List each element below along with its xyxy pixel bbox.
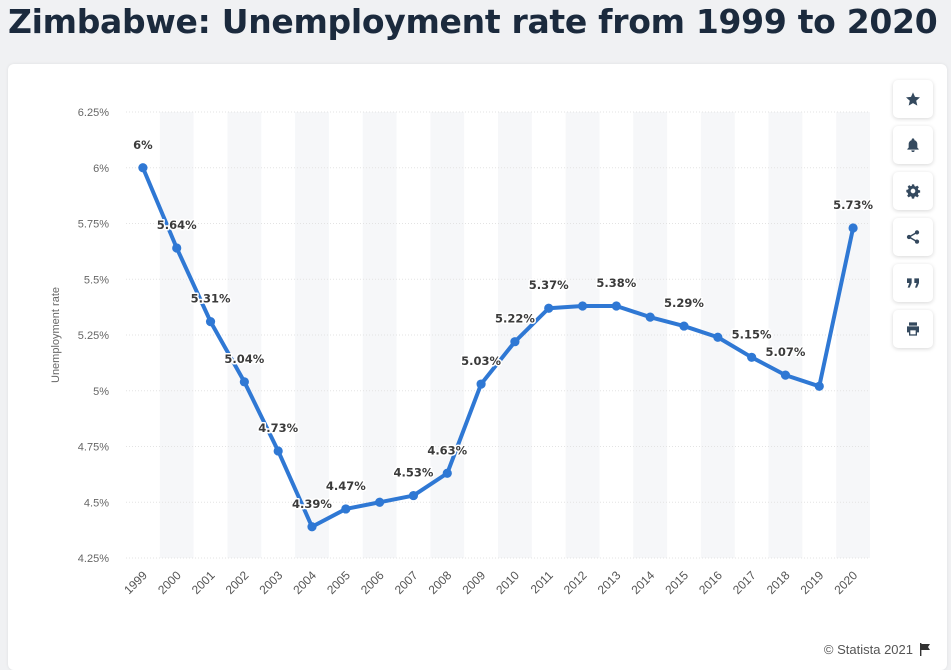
column-band — [159, 112, 194, 558]
data-label: 5.22% — [495, 312, 535, 326]
data-point — [780, 370, 791, 380]
x-tick-label: 2011 — [528, 568, 556, 596]
x-tick-label: 2003 — [257, 568, 286, 597]
x-tick-label: 2018 — [764, 568, 793, 597]
data-label: 4.39% — [292, 497, 332, 511]
data-point — [510, 337, 520, 347]
x-tick-label: 2009 — [459, 568, 488, 597]
data-point — [814, 381, 824, 391]
x-tick-label: 2014 — [629, 568, 658, 597]
x-tick-label: 2001 — [189, 568, 218, 597]
y-tick-label: 4.5% — [84, 497, 109, 509]
data-point — [307, 522, 317, 532]
data-point — [645, 312, 655, 322]
y-tick-label: 4.25% — [78, 553, 109, 565]
column-band — [362, 112, 397, 558]
y-tick-label: 6.25% — [78, 107, 109, 119]
data-label: 4.63% — [427, 443, 467, 457]
data-point — [442, 468, 452, 478]
data-point — [713, 332, 723, 342]
x-tick-label: 2004 — [290, 568, 319, 597]
gear-icon — [906, 184, 921, 199]
x-tick-label: 2005 — [324, 568, 353, 597]
y-tick-label: 6% — [93, 163, 109, 175]
data-label: 5.07% — [766, 345, 806, 359]
data-label: 5.37% — [529, 278, 569, 292]
favorite-button[interactable] — [893, 80, 933, 118]
x-tick-label: 2012 — [561, 568, 590, 597]
data-label: 4.47% — [326, 479, 366, 493]
cite-button[interactable] — [893, 264, 933, 302]
data-point — [239, 377, 249, 387]
data-point — [577, 301, 588, 311]
data-label: 5.29% — [664, 296, 704, 310]
x-tick-label: 2013 — [595, 568, 624, 597]
column-band — [227, 112, 262, 558]
data-point — [273, 446, 283, 456]
data-point — [611, 301, 621, 311]
page-title: Zimbabwe: Unemployment rate from 1999 to… — [8, 2, 938, 41]
data-label: 5.73% — [833, 198, 873, 212]
data-label: 4.73% — [258, 421, 298, 435]
data-point — [375, 497, 385, 507]
print-icon — [907, 322, 919, 336]
data-point — [679, 321, 689, 331]
data-label: 5.15% — [732, 327, 772, 341]
data-label: 6% — [133, 138, 153, 152]
x-tick-label: 2007 — [392, 568, 421, 597]
share-button[interactable] — [893, 218, 933, 256]
footer: © Statista 2021 — [824, 642, 931, 657]
chart-card: 4.25% 4.5% 4.75% 5% 5.25% 5.5% 5.75% 6% 6.25% Une… — [8, 64, 947, 670]
y-tick-label: 4.75% — [78, 442, 109, 454]
x-tick-label: 2006 — [358, 568, 387, 597]
data-label: 5.31% — [191, 292, 231, 306]
y-tick-label: 5.5% — [84, 274, 109, 286]
data-point — [341, 504, 351, 514]
line-chart: 4.25% 4.5% 4.75% 5% 5.25% 5.5% 5.75% 6% 6.25% Une… — [50, 107, 875, 597]
data-label: 5.38% — [596, 276, 636, 290]
data-point — [476, 379, 486, 389]
data-point — [172, 243, 182, 253]
data-point — [544, 303, 554, 313]
y-axis-label: Unemployment rate — [50, 287, 62, 383]
column-band — [768, 112, 803, 558]
share-icon — [906, 230, 920, 244]
x-tick-label: 2015 — [662, 568, 691, 597]
data-point — [747, 352, 757, 362]
x-tick-label: 2019 — [798, 568, 827, 597]
series-line — [140, 165, 856, 529]
action-sidebar — [893, 80, 933, 356]
column-band — [633, 112, 668, 558]
y-tick-label: 5% — [93, 386, 109, 398]
data-label: 5.64% — [157, 218, 197, 232]
data-point — [408, 490, 419, 501]
flag-icon[interactable] — [919, 643, 931, 656]
data-label: 5.03% — [461, 354, 501, 368]
x-tick-label: 2010 — [493, 568, 522, 597]
data-label: 4.53% — [394, 466, 434, 480]
x-tick-label: 2002 — [223, 568, 252, 597]
y-tick-label: 5.25% — [78, 330, 109, 342]
y-tick-label: 5.75% — [78, 219, 109, 231]
bell-icon — [907, 138, 919, 152]
alert-button[interactable] — [893, 126, 933, 164]
star-icon — [906, 92, 920, 106]
column-band — [498, 112, 532, 558]
x-tick-label: 2017 — [730, 568, 759, 597]
x-tick-label: 2016 — [696, 568, 725, 597]
print-button[interactable] — [893, 310, 933, 348]
data-label: 5.04% — [224, 352, 264, 366]
data-point — [138, 163, 148, 173]
data-point — [848, 223, 858, 233]
data-point — [205, 317, 216, 327]
quote-icon — [907, 278, 919, 288]
x-tick-label: 1999 — [121, 568, 150, 597]
settings-button[interactable] — [893, 172, 933, 210]
copyright-text[interactable]: © Statista 2021 — [823, 642, 913, 657]
x-tick-label: 2000 — [155, 568, 184, 597]
x-tick-label: 2008 — [426, 568, 455, 597]
x-tick-label: 2020 — [831, 568, 860, 597]
